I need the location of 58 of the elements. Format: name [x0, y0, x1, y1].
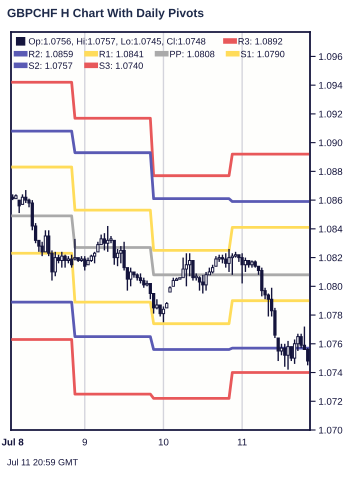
legend-label: S3: 1.0740: [99, 62, 143, 69]
line-series: [11, 80, 310, 178]
candlestick: [201, 274, 204, 294]
y-tick-label: 1.092: [319, 110, 342, 118]
y-tick-label: 1.070: [319, 426, 342, 434]
y-tick-label: 1.088: [319, 168, 342, 175]
candlestick: [44, 230, 48, 253]
candlestick: [138, 272, 142, 284]
y-tick-label: 1.078: [319, 312, 342, 319]
y-tick-label: 1.096: [319, 53, 342, 60]
candlestick: [204, 271, 208, 292]
x-tick-label: Jul 8: [2, 438, 24, 446]
y-tick-label: 1.082: [319, 254, 342, 262]
x-tick-label: 9: [82, 438, 88, 446]
candlestick: [112, 240, 116, 266]
candlestick: [260, 266, 264, 298]
y-tick-label: 1.090: [319, 139, 342, 146]
legend-label: S2: 1.0757: [28, 62, 72, 69]
chart-title: GBPCHF H Chart With Daily Pivots: [7, 8, 204, 20]
x-tick-label: 10: [158, 438, 168, 446]
candlestick: [198, 276, 202, 292]
candlestick: [129, 266, 132, 288]
candlestick: [162, 306, 166, 323]
legend-label: R1: 1.0841: [100, 50, 144, 58]
legend-label: PP: 1.0808: [170, 50, 214, 58]
candlestick: [142, 277, 146, 288]
legend-label: S1: 1.0790: [240, 50, 284, 58]
line-series: [11, 130, 310, 203]
y-tick-label: 1.074: [319, 369, 342, 376]
candlestick: [227, 248, 231, 273]
candlestick: [224, 252, 228, 268]
candlestick: [54, 251, 57, 277]
line-series: [11, 338, 310, 400]
candlestick: [184, 252, 188, 288]
candlestick: [18, 199, 21, 214]
y-tick-label: 1.094: [319, 82, 342, 89]
candlestick: [240, 252, 244, 284]
candlestick: [20, 194, 24, 206]
candlestick: [63, 254, 67, 268]
y-tick-label: 1.076: [319, 340, 342, 348]
y-tick-label: 1.072: [319, 398, 342, 405]
x-tick-label: 11: [238, 438, 247, 446]
y-tick-label: 1.086: [319, 196, 342, 204]
legend-label: R3: 1.0892: [238, 38, 282, 45]
candlestick: [230, 252, 234, 276]
y-tick-label: 1.084: [319, 226, 342, 232]
legend-label: Op:1.0756, Hi:1.0757, Lo:1.0745, Cl:1.0748: [28, 38, 206, 46]
candlestick: [286, 340, 290, 370]
line-series: [11, 166, 310, 252]
text: Jul 11 20:59 GMT: [7, 458, 78, 466]
candlestick: [119, 245, 122, 264]
candlestick: [106, 225, 110, 253]
candlestick: [60, 251, 64, 268]
y-tick-label: 1.080: [319, 283, 342, 290]
legend-label: R2: 1.0859: [29, 50, 73, 58]
candlestick: [83, 255, 86, 272]
candlestick: [24, 189, 28, 204]
candlestick: [283, 343, 286, 368]
